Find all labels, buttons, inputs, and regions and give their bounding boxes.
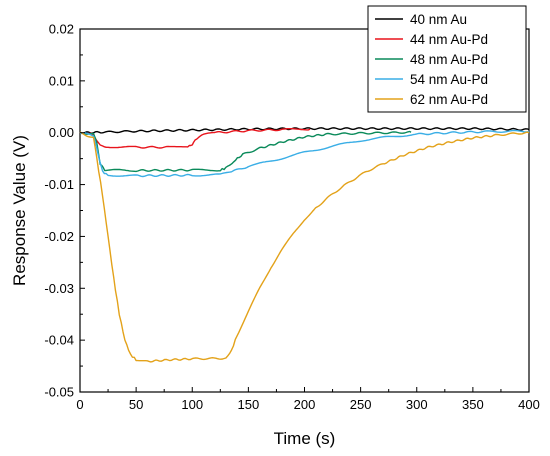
x-tick-label: 150 xyxy=(238,397,260,412)
legend-label: 44 nm Au-Pd xyxy=(410,32,488,47)
legend-label: 62 nm Au-Pd xyxy=(410,92,488,107)
x-tick-label: 400 xyxy=(518,397,540,412)
x-tick-label: 300 xyxy=(406,397,428,412)
y-tick-label: 0.01 xyxy=(49,73,74,88)
x-tick-label: 200 xyxy=(294,397,316,412)
x-tick-label: 250 xyxy=(350,397,372,412)
legend-label: 54 nm Au-Pd xyxy=(410,72,488,87)
y-tick-label: -0.04 xyxy=(44,333,74,348)
y-axis-title: Response Value (V) xyxy=(10,135,29,286)
y-tick-label: -0.05 xyxy=(44,385,74,400)
legend: 40 nm Au 44 nm Au-Pd 48 nm Au-Pd 54 nm Au-P… xyxy=(367,5,527,113)
y-tick-label: 0.02 xyxy=(49,22,74,37)
series-lines xyxy=(79,127,530,363)
series-line xyxy=(79,130,412,173)
x-axis-title: Time (s) xyxy=(274,429,336,448)
legend-label: 40 nm Au xyxy=(410,12,467,27)
axis-ticks: 0 50 100 150 200 250 300 350 400 -0.05 -0.04 -0.03 -… xyxy=(44,22,539,413)
y-tick-label: 0.00 xyxy=(49,125,74,140)
x-tick-label: 0 xyxy=(76,397,83,412)
series-line xyxy=(79,127,530,135)
x-tick-label: 350 xyxy=(462,397,484,412)
series-line xyxy=(79,131,530,363)
series-line xyxy=(79,127,311,149)
y-tick-label: -0.01 xyxy=(44,177,74,192)
series-line xyxy=(79,129,530,178)
y-tick-label: -0.02 xyxy=(44,229,74,244)
x-tick-label: 100 xyxy=(181,397,203,412)
x-tick-label: 50 xyxy=(129,397,143,412)
legend-label: 48 nm Au-Pd xyxy=(410,52,488,67)
y-tick-label: -0.03 xyxy=(44,281,74,296)
